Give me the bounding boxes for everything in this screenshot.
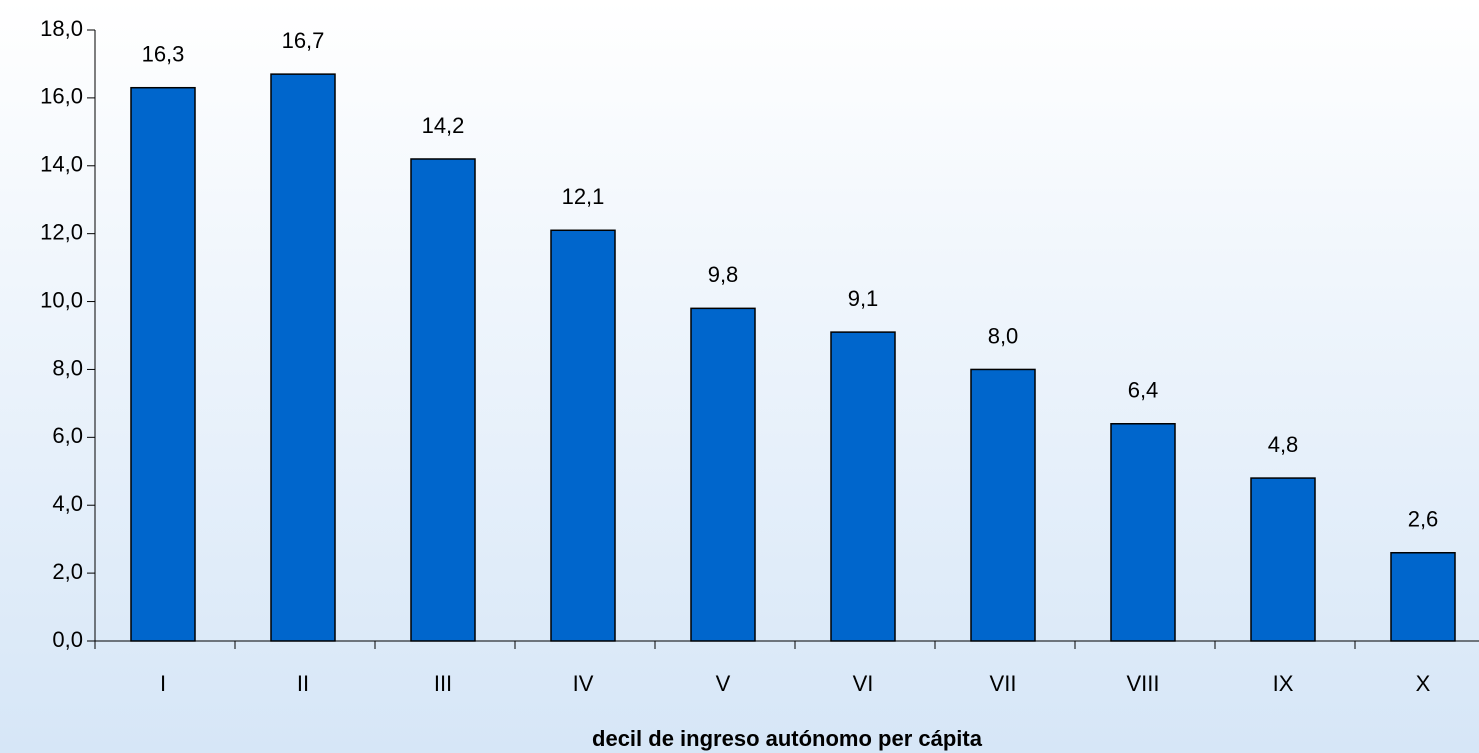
x-tick-label: I xyxy=(160,671,166,696)
bar xyxy=(550,229,616,642)
x-tick-label: II xyxy=(297,671,309,696)
bar xyxy=(410,158,476,642)
y-tick-label: 2,0 xyxy=(52,559,83,584)
x-tick-label: X xyxy=(1416,671,1431,696)
bar xyxy=(1390,551,1456,642)
bar xyxy=(970,368,1036,642)
data-label: 12,1 xyxy=(562,184,605,209)
data-label: 4,8 xyxy=(1268,432,1299,457)
data-label: 16,7 xyxy=(282,28,325,53)
y-tick-label: 12,0 xyxy=(40,219,83,244)
bar xyxy=(1110,423,1176,642)
y-tick-label: 14,0 xyxy=(40,152,83,177)
y-tick-label: 0,0 xyxy=(52,627,83,652)
y-tick-label: 18,0 xyxy=(40,16,83,41)
x-tick-label: VI xyxy=(853,671,874,696)
x-axis-label: decil de ingreso autónomo per cápita xyxy=(592,726,983,751)
bar xyxy=(690,307,756,642)
bar xyxy=(130,86,196,642)
x-tick-label: IX xyxy=(1273,671,1294,696)
x-tick-label: III xyxy=(434,671,452,696)
data-label: 14,2 xyxy=(422,113,465,138)
x-tick-label: V xyxy=(716,671,731,696)
y-tick-label: 4,0 xyxy=(52,491,83,516)
y-tick-label: 6,0 xyxy=(52,423,83,448)
y-tick-label: 10,0 xyxy=(40,287,83,312)
data-label: 2,6 xyxy=(1408,507,1439,532)
bar xyxy=(270,73,336,642)
bar xyxy=(830,331,896,642)
x-tick-label: VII xyxy=(990,671,1017,696)
data-label: 16,3 xyxy=(142,42,185,67)
x-tick-label: IV xyxy=(573,671,594,696)
data-label: 6,4 xyxy=(1128,378,1159,403)
bar xyxy=(1250,477,1316,642)
y-tick-label: 8,0 xyxy=(52,355,83,380)
y-tick-label: 16,0 xyxy=(40,84,83,109)
data-label: 9,1 xyxy=(848,286,879,311)
data-label: 9,8 xyxy=(708,262,739,287)
data-label: 8,0 xyxy=(988,323,1019,348)
x-tick-label: VIII xyxy=(1126,671,1159,696)
